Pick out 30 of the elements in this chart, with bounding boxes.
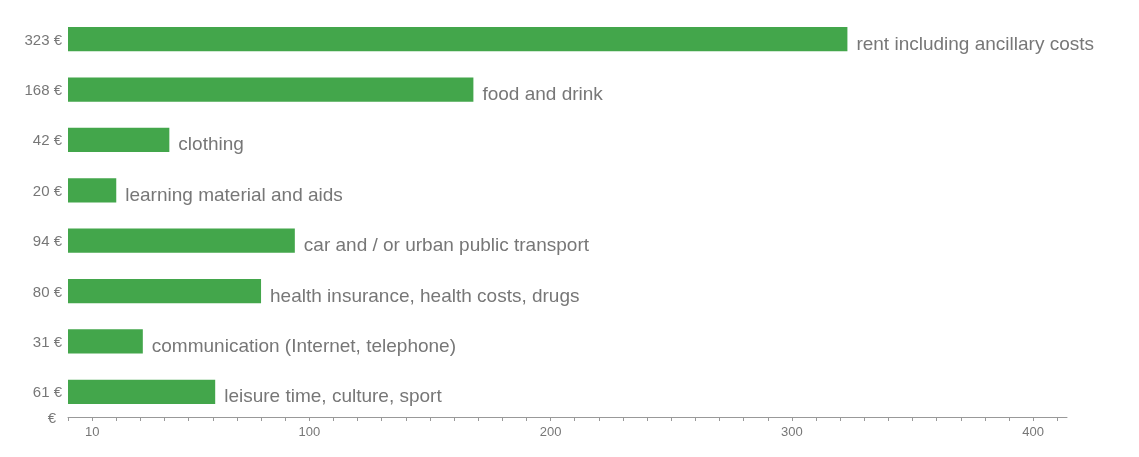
- y-tick-label: food and drink: [482, 83, 604, 105]
- data-label: 61 €: [32, 383, 63, 401]
- bar: [68, 379, 216, 404]
- y-tick-label: health insurance, health costs, drugs: [270, 284, 580, 306]
- bar: [68, 178, 117, 203]
- x-tick-label: 400: [1022, 424, 1045, 439]
- bar: [68, 228, 295, 253]
- x-tick-label: 200: [539, 424, 562, 439]
- bar: [68, 77, 474, 102]
- data-label: 323 €: [24, 30, 63, 48]
- bar: [68, 27, 848, 52]
- x-tick-label: 10: [84, 424, 100, 439]
- y-tick-label: communication (Internet, telephone): [151, 334, 456, 356]
- data-label: 42 €: [32, 131, 63, 149]
- bar: [68, 278, 262, 304]
- x-tick-label: 300: [781, 424, 803, 439]
- data-label: 94 €: [32, 232, 63, 250]
- bar: [68, 329, 143, 354]
- y-tick-label: car and / or urban public transport: [303, 234, 590, 256]
- data-label: 20 €: [32, 181, 63, 199]
- x-tick-label: 100: [298, 424, 321, 439]
- y-tick-label: rent including ancillary costs: [856, 32, 1095, 54]
- y-tick-label: clothing: [178, 133, 244, 155]
- data-label: 80 €: [32, 282, 63, 300]
- data-label: 31 €: [32, 332, 63, 350]
- y-tick-label: leisure time, culture, sport: [224, 385, 443, 407]
- x-axis-title: €: [47, 408, 57, 426]
- bar: [68, 127, 170, 153]
- y-tick-label: learning material and aids: [125, 183, 343, 205]
- data-label: 168 €: [24, 81, 63, 99]
